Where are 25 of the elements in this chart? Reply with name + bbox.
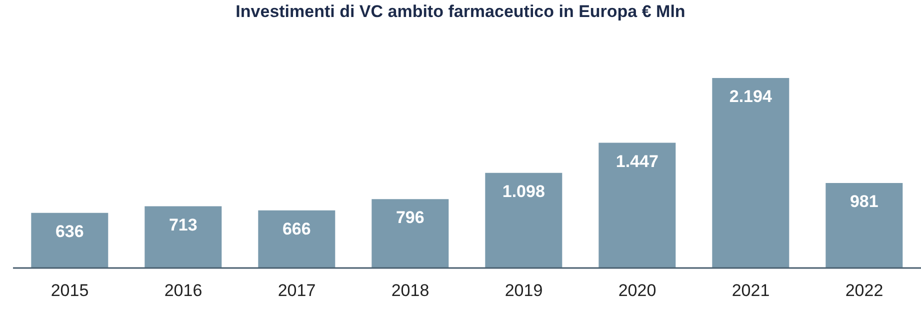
- bar: [598, 142, 676, 268]
- data-label: 1.098: [502, 182, 545, 201]
- bar: [712, 78, 790, 268]
- x-tick-label: 2021: [732, 281, 770, 300]
- x-tick-label: 2017: [278, 281, 316, 300]
- x-tick-label: 2018: [391, 281, 430, 300]
- bar: [485, 172, 562, 268]
- chart-title: Investimenti di VC ambito farmaceutico in Europa € Mln: [234, 2, 686, 23]
- x-tick-label: 2019: [504, 281, 543, 300]
- x-tick-label: 2020: [618, 281, 656, 300]
- bar: [144, 206, 222, 268]
- bar: [258, 210, 336, 268]
- bar: [31, 212, 108, 268]
- bar: [372, 199, 449, 268]
- data-label: 796: [396, 208, 424, 228]
- data-label: 636: [55, 222, 84, 241]
- x-tick-label: 2015: [50, 281, 89, 300]
- x-tick-label: 2016: [164, 281, 202, 300]
- data-label: 2.194: [729, 87, 772, 106]
- x-tick-label: 2022: [845, 281, 884, 300]
- bar: [826, 183, 903, 268]
- data-label: 981: [850, 192, 878, 212]
- data-label: 713: [168, 215, 198, 234]
- data-label: 666: [282, 219, 311, 238]
- data-label: 1.447: [616, 152, 658, 171]
